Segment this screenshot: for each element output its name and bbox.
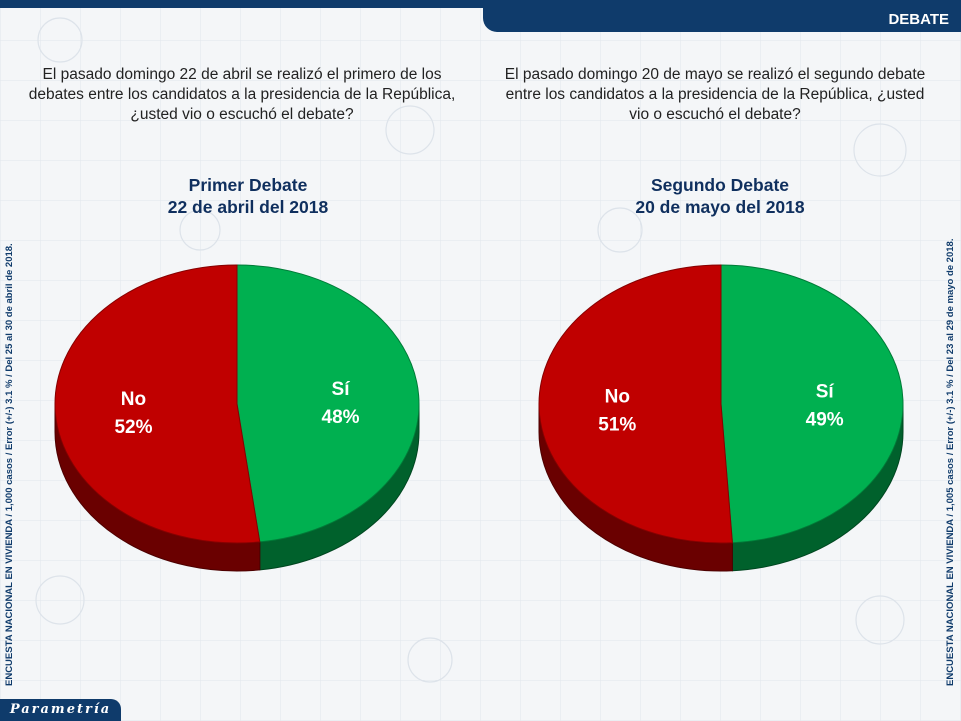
- chart-title-line1: Primer Debate: [188, 175, 308, 195]
- parametria-logo: Parametría: [0, 699, 121, 721]
- chart-title-line2: 22 de abril del 2018: [167, 197, 329, 217]
- chart-title-line2: 20 de mayo del 2018: [635, 197, 805, 217]
- pie-slice-si: [236, 264, 420, 543]
- chart-title-first-debate: Primer Debate 22 de abril del 2018: [98, 174, 398, 218]
- question-second-debate: El pasado domingo 20 de mayo se realizó …: [504, 66, 926, 123]
- slice-value-si: 48%: [322, 407, 360, 428]
- survey-note-right: ENCUESTA NACIONAL EN VIVIENDA / 1,005 ca…: [945, 238, 956, 686]
- survey-note-left: ENCUESTA NACIONAL EN VIVIENDA / 1,000 ca…: [4, 243, 15, 686]
- section-tab-debate: DEBATE: [483, 8, 961, 32]
- pie-slice-si: [720, 264, 904, 544]
- slice-label-si: Sí: [816, 382, 835, 403]
- slice-value-no: 52%: [114, 417, 152, 438]
- pie-slice-no: [538, 264, 733, 544]
- slice-label-si: Sí: [332, 379, 351, 400]
- slice-value-si: 49%: [806, 410, 844, 431]
- chart-title-second-debate: Segundo Debate 20 de mayo del 2018: [570, 174, 870, 218]
- slice-value-no: 51%: [598, 414, 636, 435]
- question-first-debate: El pasado domingo 22 de abril se realizó…: [28, 66, 456, 123]
- top-bar: [0, 0, 961, 8]
- slice-label-no: No: [605, 386, 630, 407]
- chart-title-line1: Segundo Debate: [650, 175, 790, 195]
- pie-slice-no: [54, 264, 261, 544]
- slice-label-no: No: [121, 389, 146, 410]
